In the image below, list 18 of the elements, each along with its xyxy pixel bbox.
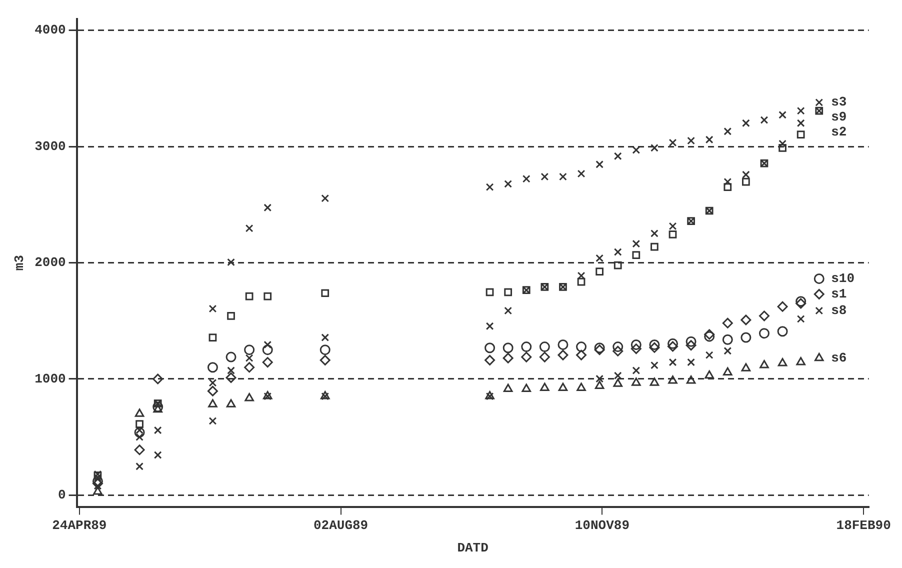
y-tick-label: 0: [58, 487, 66, 502]
y-tick-label: 3000: [34, 138, 66, 154]
series-label: s3: [831, 94, 847, 110]
x-axis-title: DATD: [457, 540, 489, 556]
y-axis-title: m3: [12, 254, 28, 271]
y-tick-label: 2000: [34, 255, 66, 270]
y-tick-label: 4000: [34, 22, 66, 38]
x-tick-label: 10NOV89: [574, 518, 630, 533]
series-label: s1: [831, 286, 847, 302]
series-label: s2: [831, 124, 847, 140]
series-label: s10: [831, 271, 855, 286]
series-label: s9: [831, 110, 847, 125]
y-tick-label: 1000: [34, 371, 66, 386]
series-label: s6: [831, 350, 847, 366]
x-tick-label: 18FEB90: [836, 518, 892, 533]
x-tick-label: 24APR89: [52, 518, 107, 533]
x-tick-label: 02AUG89: [313, 518, 368, 533]
series-label: s8: [831, 302, 847, 318]
